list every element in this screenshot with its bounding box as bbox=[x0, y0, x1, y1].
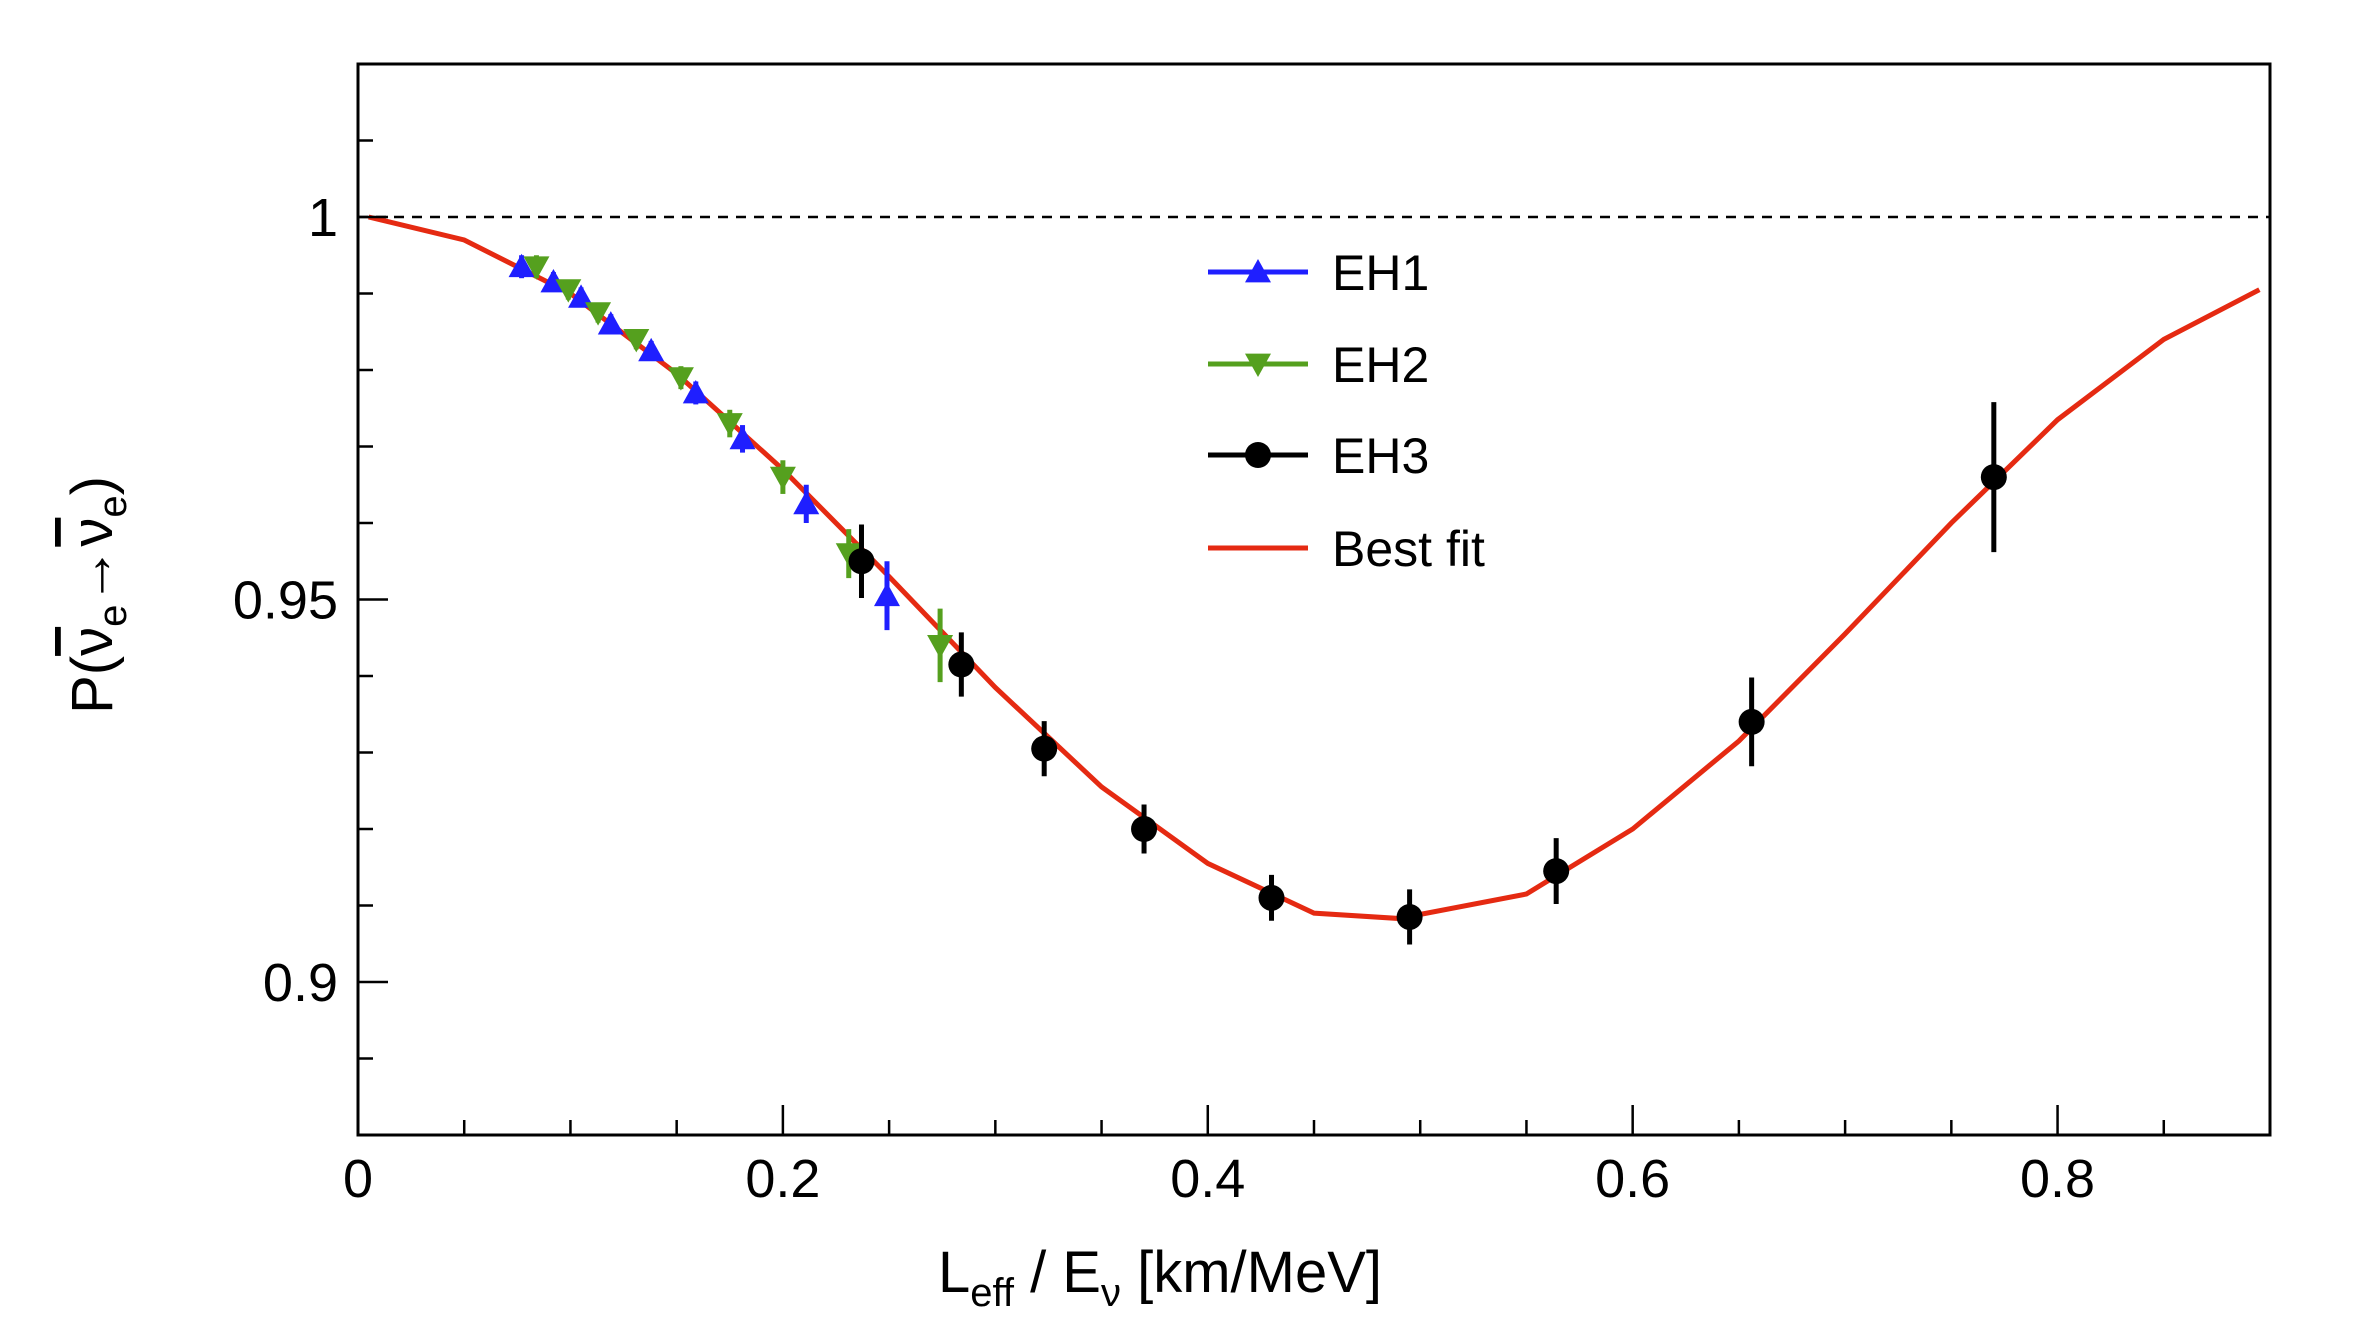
data-point bbox=[523, 256, 550, 280]
plot-frame bbox=[356, 62, 2272, 1137]
data-point bbox=[568, 284, 595, 308]
data-point bbox=[948, 651, 975, 678]
y-tick-label: 1 bbox=[308, 188, 338, 248]
x-tick-label: 0.4 bbox=[1170, 1149, 1245, 1209]
data-point bbox=[873, 582, 900, 607]
data-point bbox=[508, 253, 535, 278]
series-eh2 bbox=[523, 255, 954, 683]
data-point bbox=[927, 635, 954, 659]
legend: EH1 EH2 EH3 Best fit bbox=[1208, 245, 1485, 577]
axes: 0 0.2 0.4 0.6 0.8 0.9 0.95 1 bbox=[233, 62, 2272, 1209]
data-point bbox=[1396, 903, 1423, 930]
x-axis-title: Leff / Eν [km/MeV] bbox=[938, 1240, 1382, 1315]
data-point bbox=[729, 425, 756, 450]
data-point bbox=[1131, 816, 1158, 842]
data-point bbox=[835, 543, 862, 567]
legend-entry-eh1: EH1 bbox=[1208, 245, 1429, 301]
data-point bbox=[1031, 735, 1058, 762]
legend-label: EH2 bbox=[1332, 337, 1429, 393]
legend-label: Best fit bbox=[1332, 521, 1485, 577]
data-point bbox=[638, 337, 665, 362]
x-tick-label: 0.2 bbox=[745, 1149, 820, 1209]
data-point bbox=[555, 279, 582, 303]
plot-area bbox=[358, 214, 2270, 945]
data-point bbox=[667, 367, 694, 391]
x-tick-label: 0 bbox=[343, 1149, 373, 1209]
y-axis-title: P(νe→νe) bbox=[60, 476, 135, 714]
data-point bbox=[623, 329, 650, 353]
x-tick-label: 0.8 bbox=[2020, 1149, 2095, 1209]
data-point bbox=[793, 490, 820, 515]
y-tick-label: 0.95 bbox=[233, 571, 338, 631]
data-point bbox=[1738, 708, 1765, 735]
legend-entry-eh3: EH3 bbox=[1208, 428, 1429, 484]
data-point bbox=[848, 548, 875, 575]
data-point bbox=[682, 379, 709, 404]
y-tick-label: 0.9 bbox=[263, 953, 338, 1013]
data-point bbox=[716, 413, 743, 437]
x-tick-label: 0.6 bbox=[1595, 1149, 1670, 1209]
best-fit-line bbox=[368, 214, 2261, 922]
legend-marker bbox=[1245, 442, 1271, 468]
data-point bbox=[585, 302, 612, 326]
data-point bbox=[597, 311, 624, 335]
legend-marker bbox=[1245, 353, 1271, 377]
data-point bbox=[1258, 884, 1285, 911]
legend-label: EH3 bbox=[1332, 428, 1429, 484]
legend-label: EH1 bbox=[1332, 245, 1429, 301]
series-eh1 bbox=[508, 253, 900, 631]
data-point bbox=[1543, 858, 1570, 885]
legend-entry-best-fit: Best fit bbox=[1208, 521, 1485, 577]
legend-entry-eh2: EH2 bbox=[1208, 337, 1429, 393]
legend-marker bbox=[1245, 259, 1271, 283]
data-point bbox=[1980, 464, 2007, 491]
data-point bbox=[769, 466, 796, 491]
series-eh3 bbox=[848, 402, 2007, 945]
